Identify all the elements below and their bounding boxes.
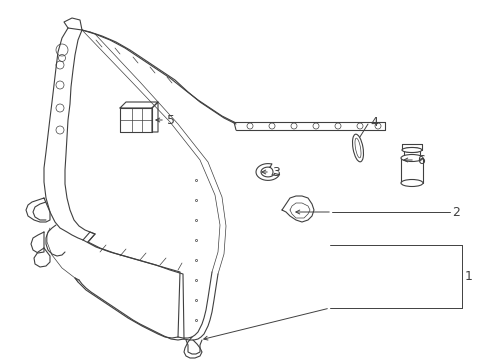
Ellipse shape <box>401 180 423 186</box>
Ellipse shape <box>401 154 423 162</box>
Text: 1: 1 <box>465 270 473 283</box>
Ellipse shape <box>404 148 420 153</box>
Text: 4: 4 <box>370 116 378 129</box>
Text: 2: 2 <box>452 206 460 219</box>
Text: 3: 3 <box>272 166 280 179</box>
Text: 6: 6 <box>417 153 425 166</box>
Ellipse shape <box>402 148 422 153</box>
Ellipse shape <box>352 134 364 162</box>
Ellipse shape <box>355 138 361 158</box>
Text: 5: 5 <box>167 113 175 126</box>
